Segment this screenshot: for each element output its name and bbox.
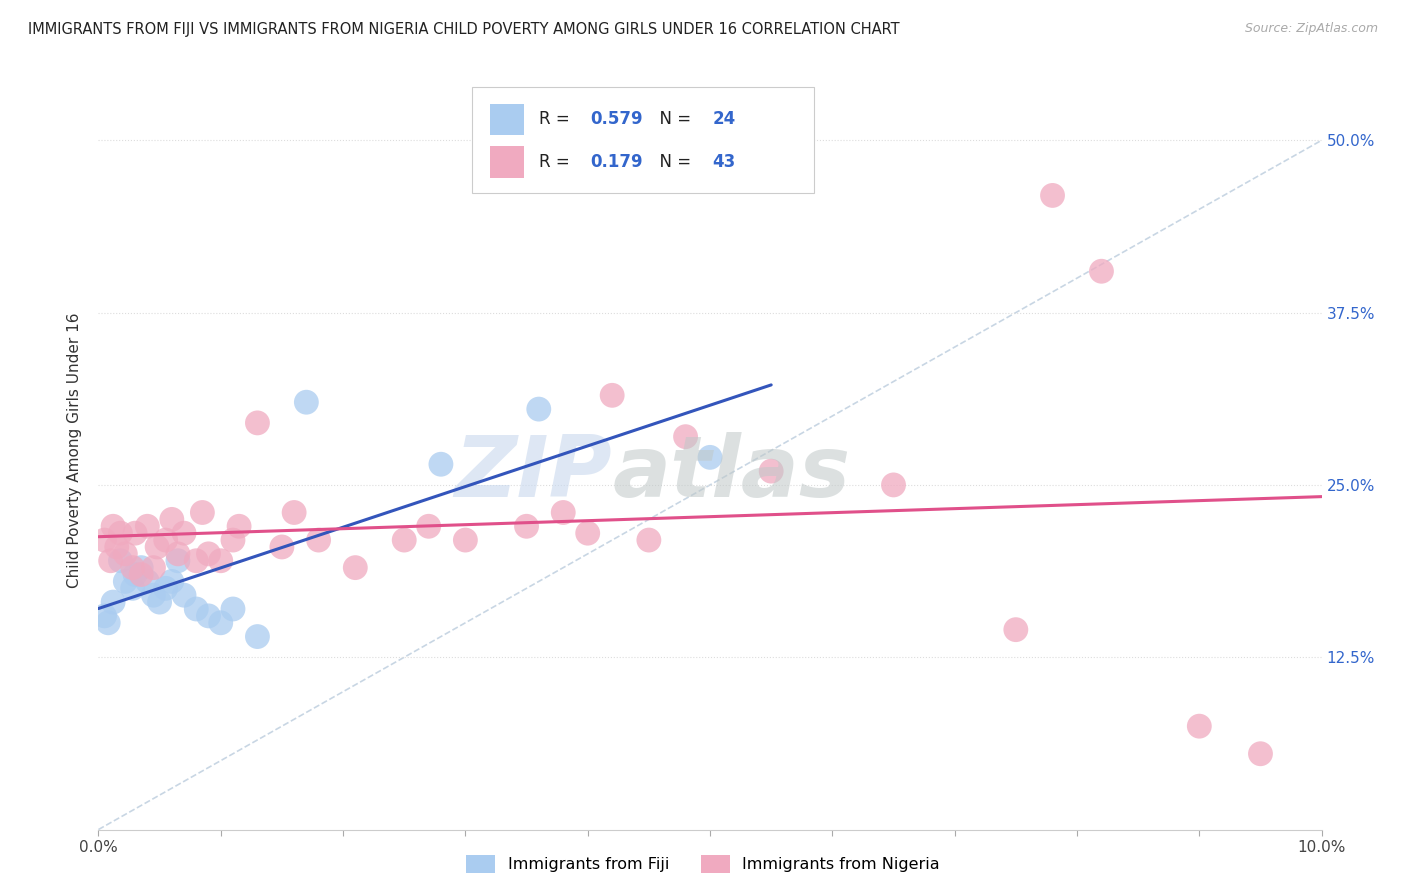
Point (222, 533, 245, 547)
Point (1042, 188, 1064, 202)
Point (93, 533, 115, 547)
Point (142, 560, 165, 574)
Point (392, 533, 416, 547)
Point (173, 588, 195, 602)
Point (136, 519, 159, 533)
Point (308, 533, 330, 547)
Point (101, 595, 124, 609)
Point (1188, 719, 1211, 733)
Point (155, 582, 177, 596)
Point (576, 526, 599, 541)
Point (114, 574, 136, 589)
Point (160, 574, 183, 589)
Point (1250, 747, 1272, 761)
Point (167, 554, 190, 568)
Point (136, 574, 159, 589)
Point (246, 630, 269, 644)
FancyBboxPatch shape (489, 146, 524, 178)
Point (114, 547, 136, 561)
Point (124, 567, 146, 582)
Point (637, 533, 661, 547)
FancyBboxPatch shape (471, 87, 814, 193)
Point (167, 547, 190, 561)
Point (295, 395, 318, 409)
Text: R =: R = (538, 153, 575, 171)
Point (173, 526, 195, 541)
Text: 0.179: 0.179 (591, 153, 643, 171)
Legend: Immigrants from Fiji, Immigrants from Nigeria: Immigrants from Fiji, Immigrants from Ni… (460, 848, 946, 880)
Point (222, 602, 245, 616)
Point (761, 464, 783, 478)
Point (283, 506, 305, 520)
Point (228, 519, 250, 533)
Text: Source: ZipAtlas.com: Source: ZipAtlas.com (1244, 22, 1378, 36)
Text: R =: R = (538, 111, 575, 128)
Point (110, 526, 132, 541)
Point (105, 540, 128, 554)
Point (142, 588, 165, 602)
Point (197, 608, 219, 623)
Point (124, 526, 146, 541)
Text: atlas: atlas (612, 432, 851, 515)
Point (1090, 264, 1112, 278)
Point (191, 506, 214, 520)
Point (600, 388, 623, 402)
Y-axis label: Child Poverty Among Girls Under 16: Child Poverty Among Girls Under 16 (67, 313, 83, 588)
Point (344, 560, 367, 574)
Point (146, 540, 169, 554)
Point (129, 560, 152, 574)
Point (454, 533, 477, 547)
Point (186, 554, 208, 568)
Point (527, 402, 550, 417)
Point (101, 519, 124, 533)
Point (129, 567, 152, 582)
Point (97, 615, 120, 630)
Point (100, 554, 122, 568)
Point (1004, 623, 1026, 637)
Text: N =: N = (648, 111, 696, 128)
Point (160, 512, 183, 526)
Text: N =: N = (648, 153, 696, 171)
Point (430, 457, 453, 471)
Point (553, 506, 575, 520)
Point (209, 615, 232, 630)
Point (186, 602, 208, 616)
Point (418, 519, 440, 533)
Point (110, 554, 132, 568)
Text: ZIP: ZIP (454, 432, 612, 515)
Point (209, 554, 232, 568)
Point (883, 478, 905, 492)
Text: 43: 43 (713, 153, 735, 171)
Point (93, 608, 115, 623)
Point (149, 595, 172, 609)
Point (155, 533, 177, 547)
Point (121, 582, 143, 596)
Point (699, 450, 721, 465)
Point (516, 519, 538, 533)
Point (270, 540, 294, 554)
Point (675, 430, 697, 444)
Point (121, 560, 143, 574)
Text: IMMIGRANTS FROM FIJI VS IMMIGRANTS FROM NIGERIA CHILD POVERTY AMONG GIRLS UNDER : IMMIGRANTS FROM FIJI VS IMMIGRANTS FROM … (28, 22, 900, 37)
FancyBboxPatch shape (489, 103, 524, 136)
Point (197, 547, 219, 561)
Text: 24: 24 (713, 111, 735, 128)
Text: 0.579: 0.579 (591, 111, 643, 128)
Point (246, 416, 269, 430)
